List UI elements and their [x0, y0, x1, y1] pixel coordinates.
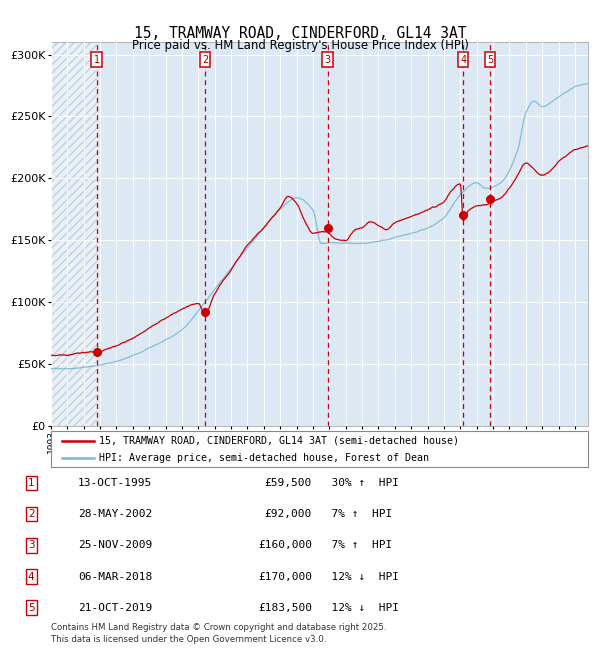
- Text: 13-OCT-1995: 13-OCT-1995: [78, 478, 152, 488]
- Text: 06-MAR-2018: 06-MAR-2018: [78, 571, 152, 582]
- Text: 7% ↑  HPI: 7% ↑ HPI: [318, 540, 392, 551]
- Text: 21-OCT-2019: 21-OCT-2019: [78, 603, 152, 613]
- Text: 3: 3: [325, 55, 331, 64]
- Text: 15, TRAMWAY ROAD, CINDERFORD, GL14 3AT (semi-detached house): 15, TRAMWAY ROAD, CINDERFORD, GL14 3AT (…: [100, 436, 460, 446]
- Text: 12% ↓  HPI: 12% ↓ HPI: [318, 603, 399, 613]
- Text: 2: 2: [28, 509, 35, 519]
- Text: HPI: Average price, semi-detached house, Forest of Dean: HPI: Average price, semi-detached house,…: [100, 453, 430, 463]
- Bar: [51, 42, 97, 426]
- Text: £170,000: £170,000: [258, 571, 312, 582]
- Text: 1: 1: [28, 478, 35, 488]
- Text: 15, TRAMWAY ROAD, CINDERFORD, GL14 3AT: 15, TRAMWAY ROAD, CINDERFORD, GL14 3AT: [134, 26, 466, 41]
- Text: 2: 2: [202, 55, 208, 64]
- Text: £59,500: £59,500: [265, 478, 312, 488]
- Text: 1: 1: [94, 55, 100, 64]
- Text: 3: 3: [28, 540, 35, 551]
- Text: 4: 4: [28, 571, 35, 582]
- Text: 7% ↑  HPI: 7% ↑ HPI: [318, 509, 392, 519]
- Bar: [51, 42, 97, 426]
- Text: £160,000: £160,000: [258, 540, 312, 551]
- Text: 25-NOV-2009: 25-NOV-2009: [78, 540, 152, 551]
- Text: 30% ↑  HPI: 30% ↑ HPI: [318, 478, 399, 488]
- Text: £92,000: £92,000: [265, 509, 312, 519]
- Text: £183,500: £183,500: [258, 603, 312, 613]
- Text: 28-MAY-2002: 28-MAY-2002: [78, 509, 152, 519]
- Text: Price paid vs. HM Land Registry's House Price Index (HPI): Price paid vs. HM Land Registry's House …: [131, 39, 469, 52]
- Text: 5: 5: [28, 603, 35, 613]
- Text: 5: 5: [487, 55, 493, 64]
- Text: Contains HM Land Registry data © Crown copyright and database right 2025.
This d: Contains HM Land Registry data © Crown c…: [51, 623, 386, 644]
- Text: 4: 4: [460, 55, 466, 64]
- Text: 12% ↓  HPI: 12% ↓ HPI: [318, 571, 399, 582]
